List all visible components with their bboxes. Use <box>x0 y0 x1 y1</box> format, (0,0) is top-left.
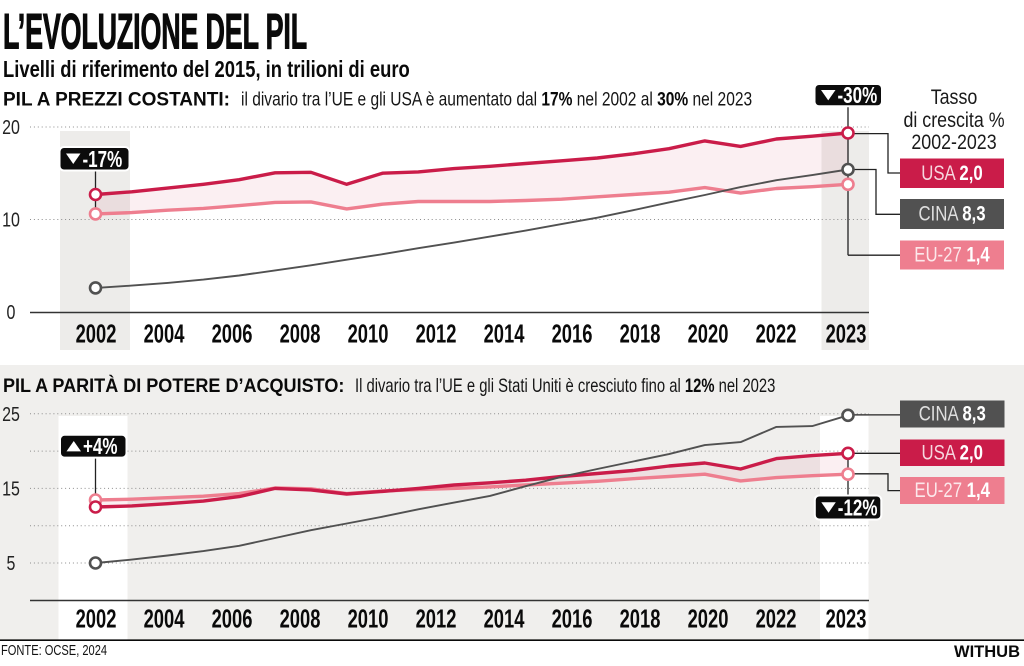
svg-text:15: 15 <box>2 478 20 500</box>
svg-text:PIL A PARITÀ DI POTERE D’ACQUI: PIL A PARITÀ DI POTERE D’ACQUISTO: <box>3 375 344 397</box>
svg-text:L’EVOLUZIONE DEL PIL: L’EVOLUZIONE DEL PIL <box>3 4 307 60</box>
svg-text:2002: 2002 <box>76 320 117 349</box>
svg-text:CINA 8,3: CINA 8,3 <box>919 403 986 426</box>
svg-text:EU-27 1,4: EU-27 1,4 <box>915 479 991 502</box>
svg-text:2022: 2022 <box>756 605 797 634</box>
svg-text:2020: 2020 <box>688 320 729 349</box>
svg-text:FONTE: OCSE, 2024: FONTE: OCSE, 2024 <box>1 641 107 658</box>
svg-text:2018: 2018 <box>620 320 661 349</box>
svg-text:Livelli di riferimento del 201: Livelli di riferimento del 2015, in tril… <box>3 57 410 83</box>
svg-text:0: 0 <box>7 301 16 323</box>
svg-text:2002: 2002 <box>76 605 117 634</box>
svg-text:2010: 2010 <box>348 605 389 634</box>
svg-text:il divario tra l’UE e gli USA: il divario tra l’UE e gli USA è aumentat… <box>241 88 752 110</box>
svg-text:+4%: +4% <box>83 435 118 460</box>
svg-text:USA 2,0: USA 2,0 <box>922 441 983 464</box>
svg-text:Tasso: Tasso <box>931 86 978 110</box>
svg-text:EU-27 1,4: EU-27 1,4 <box>914 244 990 267</box>
svg-text:Il divario tra l’UE e gli Stat: Il divario tra l’UE e gli Stati Uniti è … <box>355 375 775 396</box>
svg-text:25: 25 <box>2 403 20 425</box>
svg-text:10: 10 <box>2 209 20 231</box>
svg-text:2004: 2004 <box>144 320 185 349</box>
svg-text:WITHUB: WITHUB <box>954 643 1020 661</box>
svg-text:-17%: -17% <box>83 147 123 172</box>
svg-text:2008: 2008 <box>280 605 321 634</box>
svg-text:CINA 8,3: CINA 8,3 <box>918 203 985 226</box>
svg-text:20: 20 <box>2 116 20 138</box>
svg-text:di crescita %: di crescita % <box>903 109 1004 133</box>
svg-text:2004: 2004 <box>144 605 185 634</box>
svg-text:2016: 2016 <box>552 320 593 349</box>
svg-text:2012: 2012 <box>416 605 457 634</box>
svg-text:2022: 2022 <box>756 320 797 349</box>
svg-text:PIL A PREZZI COSTANTI:: PIL A PREZZI COSTANTI: <box>3 90 230 111</box>
svg-text:2006: 2006 <box>212 320 253 349</box>
svg-text:2010: 2010 <box>348 320 389 349</box>
svg-text:2002-2023: 2002-2023 <box>911 131 996 155</box>
svg-text:2014: 2014 <box>484 320 525 349</box>
svg-text:2018: 2018 <box>620 605 661 634</box>
svg-text:-30%: -30% <box>838 84 878 109</box>
svg-text:2020: 2020 <box>688 605 729 634</box>
svg-text:2006: 2006 <box>212 605 253 634</box>
svg-text:5: 5 <box>7 552 16 574</box>
svg-text:2012: 2012 <box>416 320 457 349</box>
svg-text:-12%: -12% <box>838 496 878 521</box>
svg-text:2014: 2014 <box>484 605 525 634</box>
svg-text:2008: 2008 <box>280 320 321 349</box>
svg-text:USA 2,0: USA 2,0 <box>921 162 982 185</box>
svg-text:2023: 2023 <box>826 320 867 349</box>
svg-text:2023: 2023 <box>826 605 867 634</box>
svg-text:2016: 2016 <box>552 605 593 634</box>
